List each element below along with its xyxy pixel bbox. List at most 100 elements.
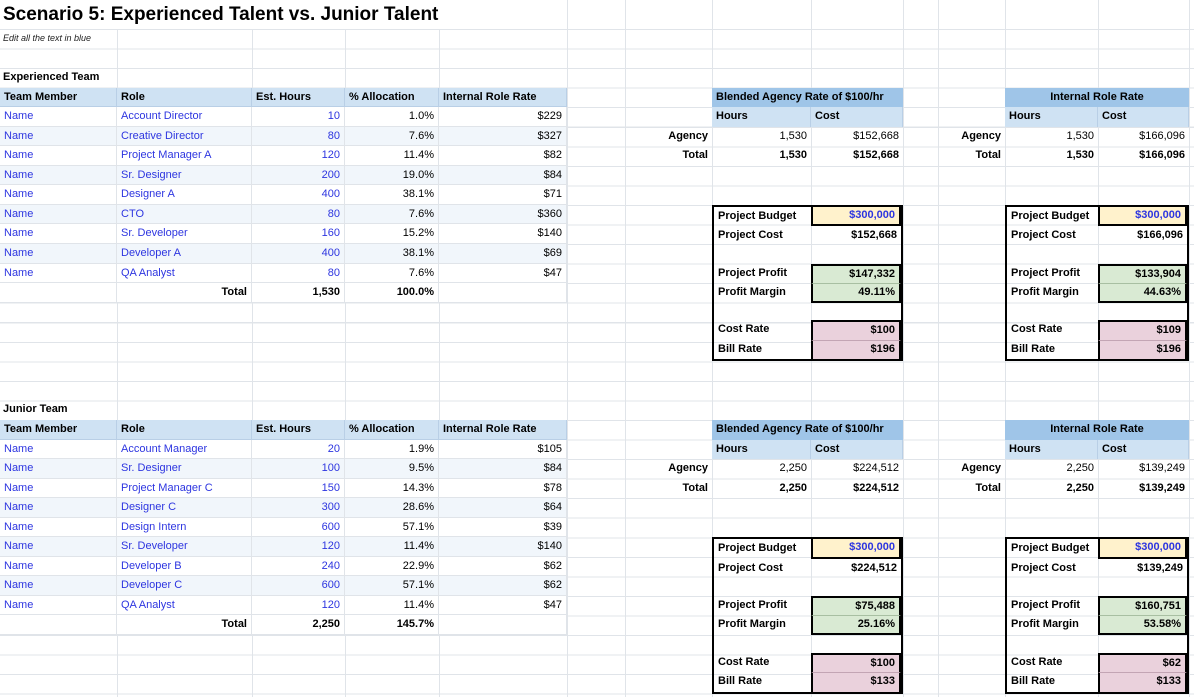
allocation-cell[interactable]: 57.1% <box>345 576 439 596</box>
internal-rate-cell[interactable]: $84 <box>439 165 567 186</box>
est-hours-cell[interactable]: 80 <box>252 126 345 147</box>
cost-value-cell[interactable]: $166,096 <box>1137 229 1183 242</box>
internal-rate-cell[interactable]: $327 <box>439 126 567 147</box>
team-member-cell[interactable]: Name <box>0 185 117 205</box>
cost-rate-value-cell[interactable]: $109 <box>1098 320 1187 340</box>
role-cell[interactable]: QA Analyst <box>117 595 252 616</box>
role-cell[interactable]: Creative Director <box>117 126 252 147</box>
profit-value-cell[interactable]: $75,488 <box>811 595 901 616</box>
total-cost-cell[interactable]: $224,512 <box>853 481 899 494</box>
internal-rate-cell[interactable]: $82 <box>439 146 567 166</box>
total-hours-cell[interactable]: 1,530 <box>779 149 807 162</box>
internal-rate-cell[interactable]: $64 <box>439 498 567 518</box>
est-hours-cell[interactable]: 20 <box>252 439 345 460</box>
total-cost-cell[interactable]: $139,249 <box>1139 481 1185 494</box>
team-member-cell[interactable]: Name <box>0 595 117 616</box>
allocation-cell[interactable]: 15.2% <box>345 224 439 245</box>
total-hours-cell[interactable]: 2,250 <box>1066 481 1094 494</box>
team-member-cell[interactable]: Name <box>0 126 117 147</box>
allocation-cell[interactable]: 11.4% <box>345 595 439 616</box>
est-hours-cell[interactable]: 400 <box>252 244 345 264</box>
team-member-cell[interactable]: Name <box>0 204 117 225</box>
total-hours-cell[interactable]: 2,250 <box>779 481 807 494</box>
role-cell[interactable]: Design Intern <box>117 517 252 538</box>
role-cell[interactable]: Designer A <box>117 185 252 205</box>
est-hours-cell[interactable]: 600 <box>252 576 345 596</box>
team-member-cell[interactable]: Name <box>0 263 117 284</box>
allocation-cell[interactable]: 7.6% <box>345 126 439 147</box>
team-member-cell[interactable]: Name <box>0 107 117 127</box>
allocation-cell[interactable]: 7.6% <box>345 263 439 284</box>
team-member-cell[interactable]: Name <box>0 439 117 460</box>
allocation-cell[interactable]: 38.1% <box>345 244 439 264</box>
role-cell[interactable]: Sr. Developer <box>117 224 252 245</box>
budget-value-cell[interactable]: $300,000 <box>1098 539 1187 559</box>
role-cell[interactable]: CTO <box>117 204 252 225</box>
est-hours-cell[interactable]: 300 <box>252 498 345 518</box>
allocation-cell[interactable]: 22.9% <box>345 556 439 577</box>
allocation-cell[interactable]: 1.0% <box>345 107 439 127</box>
margin-value-cell[interactable]: 44.63% <box>1098 283 1187 303</box>
internal-rate-cell[interactable]: $78 <box>439 478 567 499</box>
internal-rate-cell[interactable]: $229 <box>439 107 567 127</box>
team-member-cell[interactable]: Name <box>0 165 117 186</box>
allocation-cell[interactable]: 11.4% <box>345 537 439 557</box>
est-hours-cell[interactable]: 200 <box>252 165 345 186</box>
est-hours-cell[interactable]: 120 <box>252 146 345 166</box>
margin-value-cell[interactable]: 53.58% <box>1098 615 1187 635</box>
role-cell[interactable]: Sr. Designer <box>117 165 252 186</box>
bill-rate-value-cell[interactable]: $196 <box>1098 339 1187 360</box>
role-cell[interactable]: Account Manager <box>117 439 252 460</box>
est-hours-cell[interactable]: 80 <box>252 204 345 225</box>
role-cell[interactable]: Developer B <box>117 556 252 577</box>
cost-rate-value-cell[interactable]: $62 <box>1098 652 1187 673</box>
est-hours-cell[interactable]: 240 <box>252 556 345 577</box>
allocation-cell[interactable]: 1.9% <box>345 439 439 460</box>
internal-rate-cell[interactable]: $140 <box>439 224 567 245</box>
agency-hours-cell[interactable]: 2,250 <box>1066 462 1094 475</box>
role-cell[interactable]: Sr. Designer <box>117 459 252 479</box>
est-hours-cell[interactable]: 600 <box>252 517 345 538</box>
team-member-cell[interactable]: Name <box>0 537 117 557</box>
bill-rate-value-cell[interactable]: $133 <box>1098 672 1187 692</box>
total-cost-cell[interactable]: $166,096 <box>1139 149 1185 162</box>
total-allocation-cell[interactable]: 100.0% <box>345 283 439 303</box>
agency-hours-cell[interactable]: 1,530 <box>1066 129 1094 142</box>
role-cell[interactable]: Project Manager A <box>117 146 252 166</box>
agency-hours-cell[interactable]: 1,530 <box>779 129 807 142</box>
total-hours-cell[interactable]: 2,250 <box>252 615 345 636</box>
cost-value-cell[interactable]: $224,512 <box>851 561 897 574</box>
team-member-cell[interactable]: Name <box>0 478 117 499</box>
est-hours-cell[interactable]: 100 <box>252 459 345 479</box>
allocation-cell[interactable]: 19.0% <box>345 165 439 186</box>
agency-cost-cell[interactable]: $152,668 <box>853 129 899 142</box>
allocation-cell[interactable]: 9.5% <box>345 459 439 479</box>
allocation-cell[interactable]: 7.6% <box>345 204 439 225</box>
team-member-cell[interactable]: Name <box>0 459 117 479</box>
team-member-cell[interactable]: Name <box>0 556 117 577</box>
est-hours-cell[interactable]: 80 <box>252 263 345 284</box>
role-cell[interactable]: Account Director <box>117 107 252 127</box>
team-member-cell[interactable]: Name <box>0 146 117 166</box>
role-cell[interactable]: Sr. Developer <box>117 537 252 557</box>
role-cell[interactable]: Designer C <box>117 498 252 518</box>
team-member-cell[interactable]: Name <box>0 224 117 245</box>
total-hours-cell[interactable]: 1,530 <box>252 283 345 303</box>
internal-rate-cell[interactable]: $39 <box>439 517 567 538</box>
total-allocation-cell[interactable]: 145.7% <box>345 615 439 636</box>
cost-rate-value-cell[interactable]: $100 <box>811 652 901 673</box>
internal-rate-cell[interactable]: $360 <box>439 204 567 225</box>
internal-rate-cell[interactable]: $140 <box>439 537 567 557</box>
cost-rate-value-cell[interactable]: $100 <box>811 320 901 340</box>
internal-rate-cell[interactable]: $47 <box>439 263 567 284</box>
agency-cost-cell[interactable]: $166,096 <box>1139 129 1185 142</box>
profit-value-cell[interactable]: $147,332 <box>811 263 901 284</box>
team-member-cell[interactable]: Name <box>0 244 117 264</box>
est-hours-cell[interactable]: 120 <box>252 595 345 616</box>
est-hours-cell[interactable]: 120 <box>252 537 345 557</box>
role-cell[interactable]: Developer C <box>117 576 252 596</box>
est-hours-cell[interactable]: 160 <box>252 224 345 245</box>
est-hours-cell[interactable]: 10 <box>252 107 345 127</box>
est-hours-cell[interactable]: 150 <box>252 478 345 499</box>
margin-value-cell[interactable]: 25.16% <box>811 615 901 635</box>
